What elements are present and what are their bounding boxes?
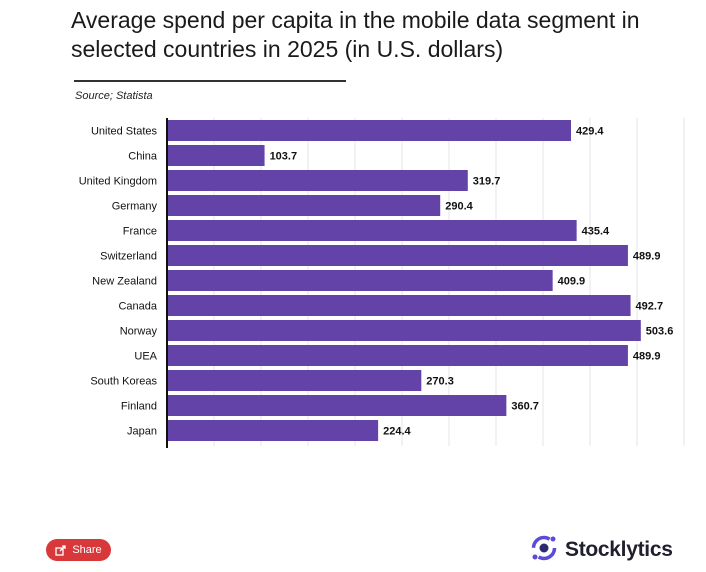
category-label: France — [123, 226, 157, 238]
data-label: 224.4 — [383, 426, 411, 438]
data-label: 103.7 — [270, 151, 298, 163]
data-label: 492.7 — [636, 301, 664, 313]
brand-name: Stocklytics — [565, 538, 673, 561]
category-label: Germany — [112, 201, 158, 213]
category-label: Norway — [120, 326, 158, 338]
bar — [167, 145, 265, 166]
data-label: 435.4 — [582, 226, 610, 238]
brand: Stocklytics — [529, 534, 673, 566]
data-label: 503.6 — [646, 326, 674, 338]
category-label: Finland — [121, 401, 157, 413]
category-label: Canada — [118, 301, 157, 313]
share-icon — [55, 544, 66, 556]
category-label: South Koreas — [90, 376, 157, 388]
share-label: Share — [72, 544, 102, 556]
stocklytics-logo-icon — [529, 533, 559, 568]
data-label: 489.9 — [633, 251, 661, 263]
source-note: Source; Statista — [75, 90, 153, 102]
bar — [167, 395, 507, 416]
category-label: Japan — [127, 426, 157, 438]
bar-chart: 429.4 United States 103.7 China 319.7 United … — [79, 118, 685, 448]
bar — [167, 120, 571, 141]
bar — [167, 345, 628, 366]
data-label: 429.4 — [576, 126, 604, 138]
category-label: New Zealand — [92, 276, 157, 288]
bar — [167, 295, 631, 316]
category-label: China — [128, 151, 158, 163]
share-button[interactable]: Share — [46, 539, 111, 561]
chart-title: Average spend per capita in the mobile d… — [71, 7, 640, 62]
category-label: United Kingdom — [79, 176, 157, 188]
bar — [167, 170, 468, 191]
bar — [167, 270, 553, 291]
category-label: UEA — [134, 351, 157, 363]
bar — [167, 420, 379, 441]
category-label: United States — [91, 126, 158, 138]
bar — [167, 320, 641, 341]
bar — [167, 220, 577, 241]
data-label: 409.9 — [558, 276, 586, 288]
category-label: Switzerland — [100, 251, 157, 263]
data-label: 489.9 — [633, 351, 661, 363]
bar — [167, 195, 441, 216]
bar — [167, 370, 422, 391]
data-label: 270.3 — [426, 376, 454, 388]
data-label: 290.4 — [445, 201, 473, 213]
title-divider — [74, 80, 346, 82]
data-label: 319.7 — [473, 176, 501, 188]
data-label: 360.7 — [511, 401, 539, 413]
bar — [167, 245, 628, 266]
